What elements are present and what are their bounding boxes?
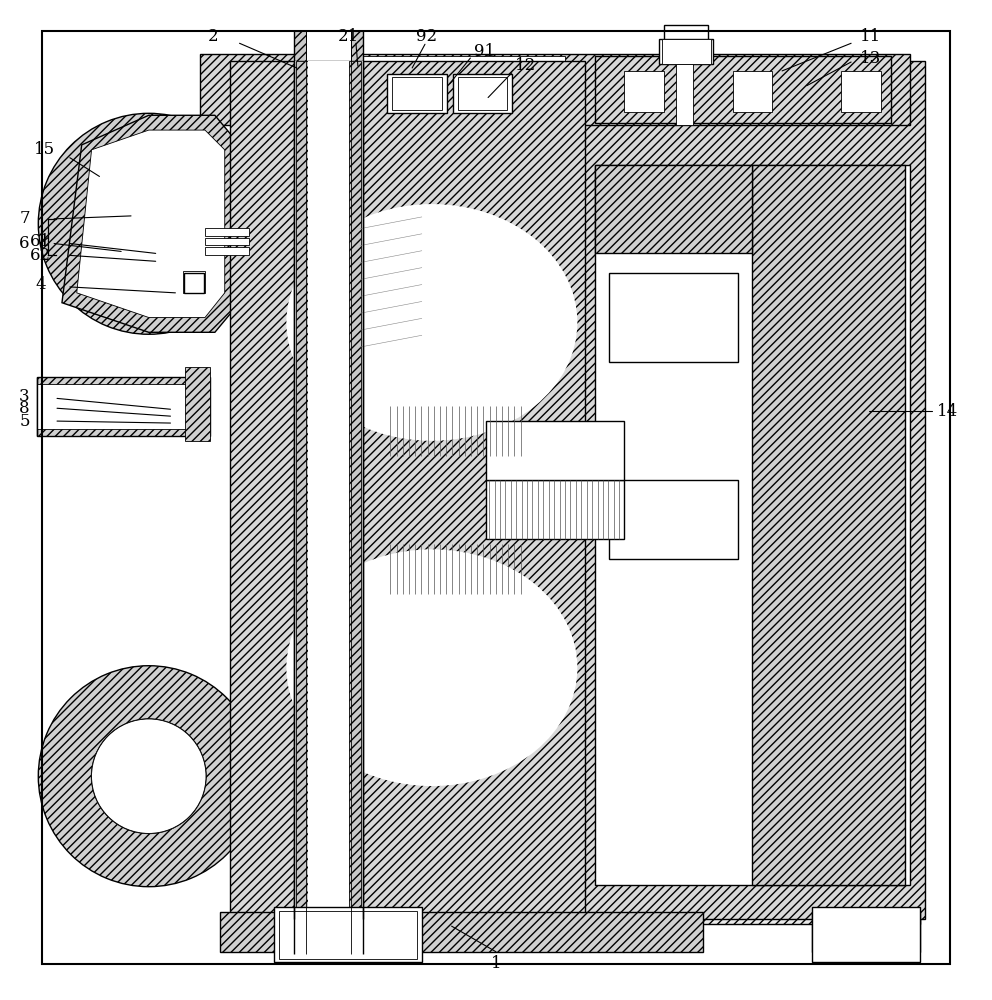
Text: 92: 92 (417, 28, 437, 45)
Bar (659, 39, 713, 64)
Bar (486, 421, 624, 480)
Bar (274, 907, 422, 962)
Polygon shape (358, 222, 427, 352)
Text: 3: 3 (19, 388, 30, 405)
Bar (565, 96, 901, 904)
Bar (609, 480, 738, 559)
Bar (452, 74, 512, 113)
Ellipse shape (287, 204, 577, 441)
Bar (220, 912, 703, 952)
Bar (328, 685, 456, 727)
Bar (328, 685, 456, 727)
Bar (186, 367, 210, 441)
Bar (336, 689, 446, 723)
Polygon shape (76, 130, 225, 318)
Bar (294, 31, 306, 954)
Text: 14: 14 (937, 403, 958, 420)
Text: 21: 21 (337, 28, 359, 45)
Bar (546, 76, 921, 924)
Bar (308, 61, 349, 919)
Bar (594, 125, 891, 895)
Bar (184, 271, 205, 293)
Bar (388, 544, 526, 594)
Wedge shape (39, 666, 259, 887)
Text: 91: 91 (473, 43, 495, 60)
Bar (349, 61, 361, 919)
Bar (753, 165, 906, 885)
Text: 15: 15 (34, 141, 55, 158)
Text: 7: 7 (19, 210, 30, 227)
Bar (664, 25, 708, 39)
Bar (336, 226, 446, 259)
Bar (279, 911, 417, 959)
Bar (841, 71, 881, 112)
Polygon shape (358, 650, 427, 776)
Bar (343, 321, 367, 365)
Bar (373, 589, 511, 643)
Bar (388, 74, 446, 113)
Bar (343, 587, 367, 630)
Text: 5: 5 (19, 413, 30, 430)
Bar (624, 391, 881, 885)
Bar (594, 165, 753, 253)
Bar (328, 222, 456, 263)
Bar (296, 61, 308, 919)
Ellipse shape (287, 549, 577, 786)
Bar (205, 247, 249, 255)
Ellipse shape (393, 354, 491, 393)
Text: 2: 2 (207, 28, 218, 45)
Ellipse shape (287, 204, 577, 441)
Bar (373, 347, 511, 401)
Bar (393, 77, 441, 110)
Text: 8: 8 (19, 400, 30, 417)
Text: 61: 61 (30, 233, 51, 250)
Bar (230, 61, 584, 919)
Bar (609, 273, 738, 362)
Text: 6: 6 (19, 235, 30, 252)
Bar (200, 54, 911, 125)
Bar (205, 238, 249, 245)
Bar (624, 71, 664, 112)
Bar (306, 31, 351, 954)
Ellipse shape (363, 621, 481, 715)
Bar (351, 31, 363, 954)
Ellipse shape (393, 596, 491, 635)
Text: 11: 11 (860, 28, 882, 45)
Bar (575, 61, 926, 919)
Bar (185, 273, 204, 293)
Ellipse shape (287, 549, 577, 786)
Text: 62: 62 (30, 247, 51, 264)
Text: 12: 12 (515, 57, 537, 74)
Bar (594, 56, 891, 123)
Bar (486, 480, 624, 539)
Text: 13: 13 (860, 50, 882, 67)
Ellipse shape (363, 276, 481, 369)
Bar (388, 406, 526, 456)
Bar (348, 56, 565, 123)
Bar (811, 912, 921, 952)
Wedge shape (39, 113, 259, 334)
Ellipse shape (325, 239, 538, 406)
Bar (38, 384, 190, 429)
Polygon shape (62, 115, 239, 332)
Bar (294, 61, 363, 919)
Bar (205, 228, 249, 236)
Bar (38, 377, 210, 436)
Bar (594, 165, 911, 885)
Ellipse shape (91, 719, 206, 833)
Bar (457, 77, 507, 110)
Bar (733, 71, 772, 112)
Ellipse shape (325, 584, 538, 752)
Text: 4: 4 (35, 276, 46, 293)
Bar (811, 907, 921, 962)
Polygon shape (662, 39, 711, 64)
Bar (328, 222, 456, 263)
Bar (676, 64, 693, 125)
Ellipse shape (91, 167, 206, 281)
Text: 1: 1 (491, 955, 501, 972)
